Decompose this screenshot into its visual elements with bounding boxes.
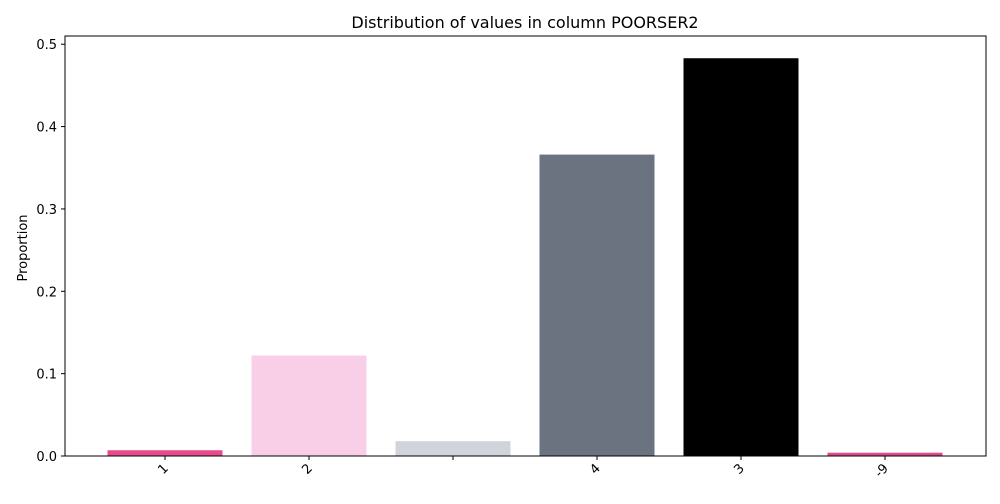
chart-title: Distribution of values in column POORSER… [351,13,698,32]
x-tick-label-1: 2 [299,461,315,477]
bars-group [107,58,943,457]
bar-3 [539,154,655,456]
y-axis-label: Proportion [16,214,31,281]
bar-1 [251,355,367,456]
x-axis-ticks: 1 2 4 3 -9 [155,456,892,481]
y-tick-label-4: 0.4 [36,121,57,136]
y-tick-label-0: 0.0 [36,450,57,465]
x-tick-label-3: 4 [587,461,603,477]
x-tick-label-0: 1 [155,461,171,477]
y-tick-label-2: 0.2 [36,285,57,300]
y-tick-label-1: 0.1 [36,368,57,383]
y-tick-label-3: 0.3 [36,203,57,218]
bar-2 [395,441,511,456]
plot-frame [64,35,987,457]
bar-0 [107,450,223,456]
x-tick-label-5: -9 [872,461,892,481]
y-tick-label-5: 0.5 [36,38,57,53]
y-axis-ticks: 0.0 0.1 0.2 0.3 0.4 0.5 [36,38,65,465]
bar-5 [827,452,943,456]
x-tick-label-4: 3 [731,461,747,477]
bar-4 [683,58,799,457]
